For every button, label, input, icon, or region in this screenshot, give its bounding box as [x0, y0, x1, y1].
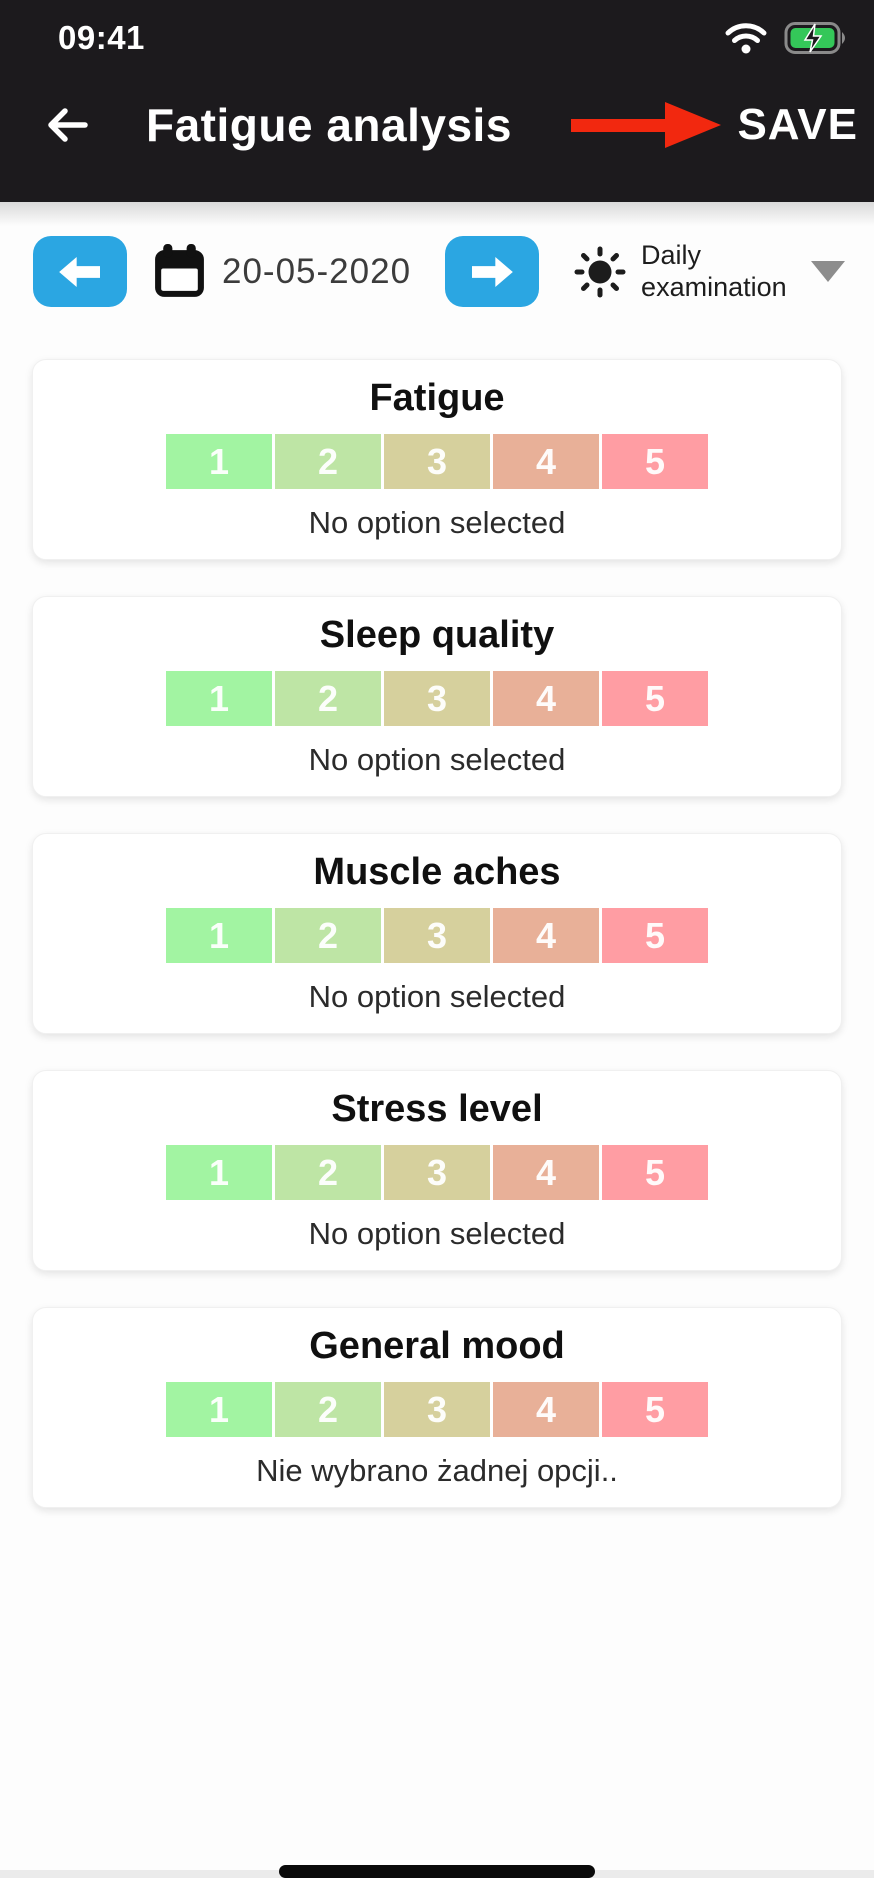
scale-option-3[interactable]: 3 — [384, 1382, 490, 1437]
sun-icon — [574, 246, 626, 297]
selection-status: No option selected — [308, 979, 566, 1014]
red-annotation-arrow-icon — [571, 94, 723, 156]
app-header: 09:41 Fatigue analysis — [0, 0, 874, 202]
back-arrow-icon — [48, 108, 88, 142]
scale-option-1[interactable]: 1 — [166, 434, 272, 489]
selection-status: No option selected — [308, 742, 566, 777]
home-indicator[interactable] — [279, 1865, 595, 1878]
scale-option-5[interactable]: 5 — [602, 1145, 708, 1200]
scale-option-1[interactable]: 1 — [166, 1382, 272, 1437]
calendar-icon — [155, 244, 204, 297]
scale-option-4[interactable]: 4 — [493, 1382, 599, 1437]
scale-option-5[interactable]: 5 — [602, 1382, 708, 1437]
chevron-down-icon — [811, 261, 846, 282]
scale-option-2[interactable]: 2 — [275, 1382, 381, 1437]
scale-option-3[interactable]: 3 — [384, 1145, 490, 1200]
status-bar: 09:41 — [0, 0, 874, 58]
date-picker[interactable]: 20-05-2020 — [151, 242, 411, 301]
card-title: Sleep quality — [319, 614, 555, 656]
save-button[interactable]: SAVE — [737, 100, 858, 149]
page-title: Fatigue analysis — [146, 99, 512, 151]
scale-option-4[interactable]: 4 — [493, 671, 599, 726]
battery-charging-icon — [784, 22, 845, 54]
arrow-left-icon — [59, 256, 100, 287]
arrow-right-icon — [472, 256, 513, 287]
scale-option-2[interactable]: 2 — [275, 434, 381, 489]
exam-type-dropdown[interactable]: Daily examination — [573, 239, 846, 304]
card-title: Stress level — [331, 1088, 543, 1130]
scale-option-2[interactable]: 2 — [275, 671, 381, 726]
card-title: Muscle aches — [313, 851, 561, 893]
scale-option-3[interactable]: 3 — [384, 908, 490, 963]
exam-type-label: Daily examination — [641, 239, 787, 302]
scale-option-3[interactable]: 3 — [384, 434, 490, 489]
status-icons — [724, 21, 848, 55]
wifi-icon — [725, 23, 767, 54]
previous-day-button[interactable] — [33, 236, 127, 307]
scale-option-3[interactable]: 3 — [384, 671, 490, 726]
status-time: 09:41 — [58, 19, 145, 56]
scale-option-1[interactable]: 1 — [166, 671, 272, 726]
selected-date: 20-05-2020 — [222, 251, 412, 291]
scale-option-4[interactable]: 4 — [493, 434, 599, 489]
next-day-button[interactable] — [445, 236, 540, 307]
scale-option-2[interactable]: 2 — [275, 908, 381, 963]
scale-option-4[interactable]: 4 — [493, 1145, 599, 1200]
scale-option-1[interactable]: 1 — [166, 908, 272, 963]
scale-option-5[interactable]: 5 — [602, 434, 708, 489]
back-button[interactable] — [38, 97, 94, 153]
selection-status: No option selected — [308, 505, 566, 540]
scale-option-5[interactable]: 5 — [602, 671, 708, 726]
scale-option-4[interactable]: 4 — [493, 908, 599, 963]
date-toolbar: 20-05-2020 Daily examination — [0, 226, 874, 307]
scale-option-2[interactable]: 2 — [275, 1145, 381, 1200]
selection-status: Nie wybrano żadnej opcji.. — [256, 1453, 618, 1488]
scale-option-1[interactable]: 1 — [166, 1145, 272, 1200]
selection-status: No option selected — [308, 1216, 566, 1251]
header-shadow — [0, 202, 874, 226]
card-title: Fatigue — [369, 377, 505, 419]
nav-bar: Fatigue analysis SAVE — [0, 94, 874, 156]
scale-option-5[interactable]: 5 — [602, 908, 708, 963]
card-title: General mood — [309, 1325, 565, 1367]
